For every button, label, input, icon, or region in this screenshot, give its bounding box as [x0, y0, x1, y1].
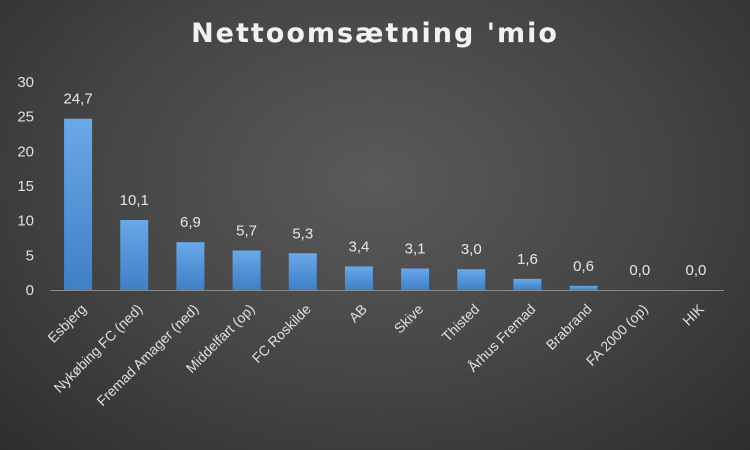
- bar: [64, 118, 93, 290]
- bar: [513, 278, 542, 290]
- category-label: Thisted: [439, 301, 483, 345]
- data-label: 3,0: [461, 241, 482, 258]
- data-label: 0,0: [685, 262, 706, 279]
- bar: [457, 269, 486, 290]
- category-label: Esbjerg: [44, 301, 89, 346]
- bar: [569, 285, 598, 290]
- y-tick-label: 10: [17, 213, 34, 230]
- data-label: 24,7: [63, 91, 92, 108]
- chart-title: Nettoomsætning 'mio: [191, 18, 559, 49]
- bar: [120, 219, 149, 290]
- bar: [232, 250, 261, 290]
- category-label: Brabrand: [543, 301, 595, 353]
- category-label: AB: [346, 301, 371, 326]
- category-label: Skive: [391, 301, 427, 337]
- data-label: 6,9: [180, 214, 201, 231]
- data-label: 0,0: [629, 262, 650, 279]
- category-label: HIK: [679, 300, 707, 328]
- y-tick-label: 0: [26, 282, 34, 299]
- y-tick-label: 5: [26, 247, 34, 264]
- bar: [176, 242, 205, 290]
- y-tick-label: 15: [17, 178, 34, 195]
- data-label: 5,3: [292, 225, 313, 242]
- bar: [288, 253, 317, 290]
- bar: [401, 268, 430, 290]
- data-label: 3,4: [348, 238, 369, 255]
- data-label: 5,7: [236, 222, 257, 239]
- data-label: 3,1: [405, 241, 426, 258]
- category-label: FC Roskilde: [249, 301, 314, 366]
- data-label: 1,6: [517, 251, 538, 268]
- y-tick-label: 25: [17, 109, 34, 126]
- y-tick-label: 30: [17, 74, 34, 91]
- y-tick-label: 20: [17, 143, 34, 160]
- bar: [344, 266, 373, 290]
- category-label: Fremad Amager (ned): [93, 301, 201, 409]
- data-label: 0,6: [573, 258, 594, 275]
- data-label: 10,1: [120, 192, 149, 209]
